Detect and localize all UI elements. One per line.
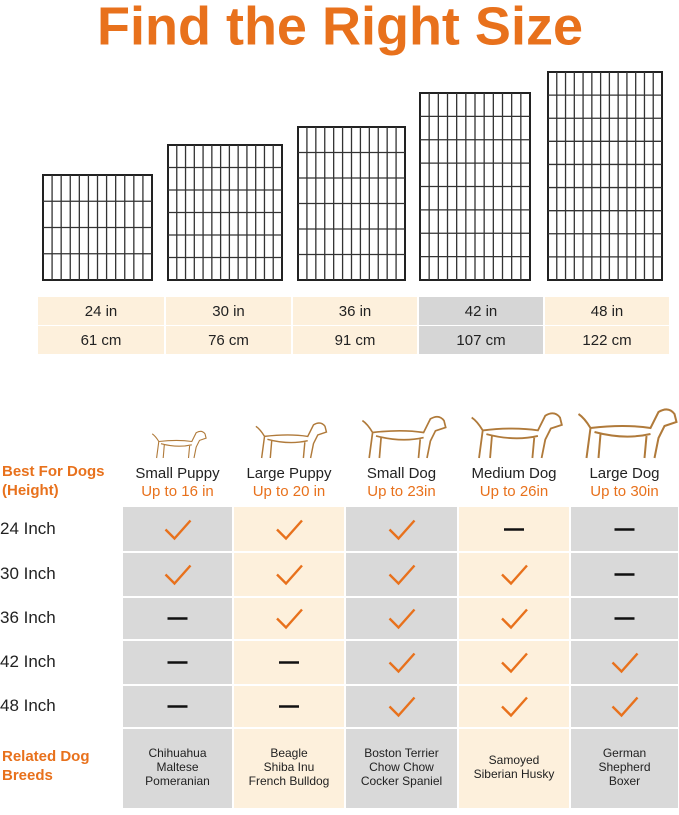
column-height: Up to 20 in (253, 483, 326, 500)
column-height: Up to 16 in (141, 483, 214, 500)
check (388, 696, 416, 718)
check (388, 519, 416, 541)
corner-line: Best For Dogs (2, 463, 105, 480)
breed: Pomeranian (145, 774, 210, 788)
check (501, 608, 528, 630)
row-label: 36 Inch (0, 608, 56, 627)
breed: French Bulldog (249, 774, 330, 788)
column-bg (459, 507, 569, 808)
size-text: 24 in (85, 303, 118, 320)
breed: Chihuahua (148, 746, 206, 760)
pen-frame (547, 71, 663, 281)
check (164, 519, 192, 541)
breed: Boston Terrier (364, 746, 438, 760)
breeds-label: Related Dog Breeds (2, 748, 90, 784)
column-name: Small Dog (367, 465, 436, 482)
breed: Shepherd (598, 760, 650, 774)
dog-icon (361, 415, 447, 459)
dog-icon (471, 412, 563, 459)
dog-icon (577, 408, 678, 459)
check (611, 696, 639, 718)
corner-line: (Height) (2, 482, 59, 499)
check (501, 696, 528, 718)
breed: Shiba Inu (264, 760, 315, 774)
size-text: 48 in (591, 303, 624, 320)
check (276, 564, 303, 586)
dog-outline (471, 412, 563, 459)
size-text: 61 cm (81, 332, 122, 349)
row-label: 48 Inch (0, 696, 56, 715)
size-text: 91 cm (335, 332, 376, 349)
size-cell (38, 326, 164, 354)
size-cell (38, 297, 164, 325)
size-cell (545, 297, 669, 325)
dog-icon (255, 422, 328, 459)
dog-outline (577, 408, 678, 459)
dog-outline (151, 430, 207, 459)
size-cell (166, 297, 291, 325)
breeds-line: Related Dog (2, 748, 90, 765)
breeds-line: Breeds (2, 767, 53, 784)
dog-icon (151, 430, 207, 459)
row-label: 42 Inch (0, 652, 56, 671)
column-bg (123, 507, 232, 808)
column-name: Large Puppy (246, 465, 332, 482)
size-cell (166, 326, 291, 354)
dog-outline (255, 422, 328, 459)
breed: Boxer (609, 774, 640, 788)
check (164, 564, 192, 586)
breed: Cocker Spaniel (361, 774, 442, 788)
check (501, 652, 528, 674)
dog-outline (361, 415, 447, 459)
size-text: 42 in (465, 303, 498, 320)
size-cell (293, 297, 417, 325)
column-height: Up to 23in (367, 483, 435, 500)
column-bg (346, 507, 457, 808)
size-text: 122 cm (582, 332, 631, 349)
column-bg (234, 507, 344, 808)
column-bg (571, 507, 678, 808)
check (388, 608, 416, 630)
breed: Samoyed (489, 753, 540, 767)
title: Find the Right Size (97, 0, 583, 56)
row-label: 30 Inch (0, 564, 56, 583)
breed: Beagle (270, 746, 308, 760)
check (611, 652, 639, 674)
column-height: Up to 26in (480, 483, 548, 500)
column-name: Small Puppy (135, 465, 220, 482)
check (276, 608, 303, 630)
column-name: Medium Dog (471, 465, 556, 482)
size-text: 107 cm (456, 332, 505, 349)
size-cell (545, 326, 669, 354)
check (276, 519, 303, 541)
size-text: 76 cm (208, 332, 249, 349)
column-name: Large Dog (589, 465, 659, 482)
size-cell (419, 297, 543, 325)
size-cell (419, 326, 543, 354)
check (388, 652, 416, 674)
row-label: 24 Inch (0, 519, 56, 538)
check (388, 564, 416, 586)
breed: Chow Chow (369, 760, 434, 774)
check (501, 564, 528, 586)
breed: Siberian Husky (474, 767, 555, 781)
size-text: 36 in (339, 303, 372, 320)
corner-label: Best For Dogs (Height) (2, 463, 105, 499)
size-text: 30 in (212, 303, 245, 320)
breed: German (603, 746, 646, 760)
breed: Maltese (156, 760, 198, 774)
column-height: Up to 30in (590, 483, 658, 500)
size-cell (293, 326, 417, 354)
